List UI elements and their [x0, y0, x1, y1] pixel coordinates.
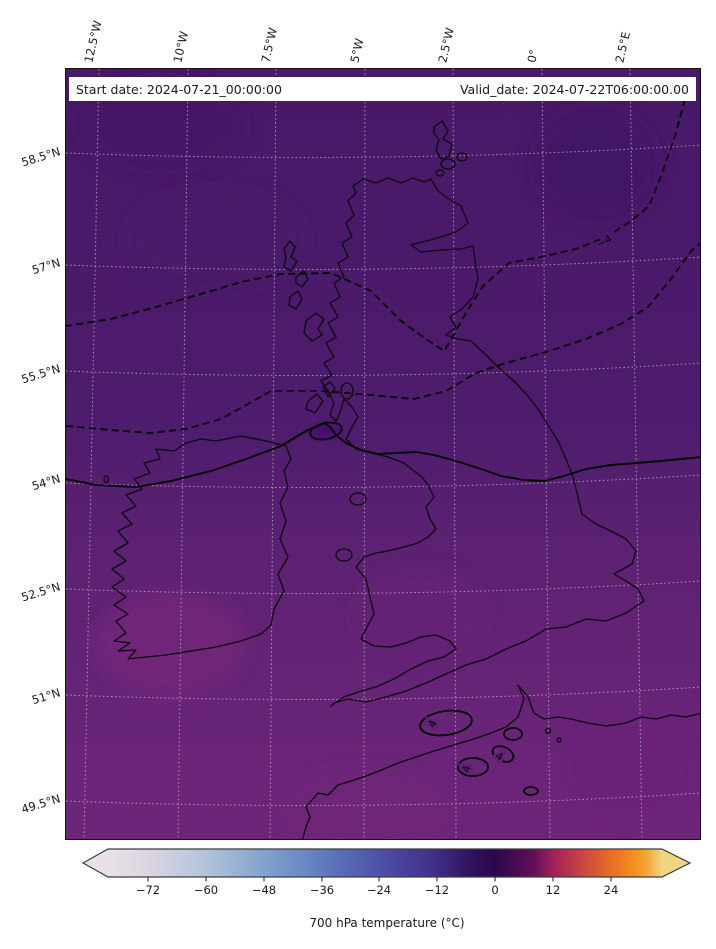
contour-minus4-north [66, 98, 686, 352]
contour-0 [66, 422, 700, 488]
contour-label-0: 0 [103, 474, 110, 486]
contour-4-ring [523, 786, 539, 796]
contour-4-ring [503, 727, 523, 741]
colorbar-tick-label: 0 [491, 883, 499, 897]
contour-label-minus4: −4 [595, 233, 615, 251]
contour-minus4-south [66, 242, 700, 434]
colorbar-gradient-bar [81, 848, 692, 878]
temperature-contours [66, 98, 700, 796]
colorbar-tick-label: −36 [309, 883, 335, 897]
graticule [66, 69, 700, 839]
colorbar-tick-label: 24 [603, 883, 619, 897]
colorbar-tick-label: −60 [193, 883, 219, 897]
start-date-text: Start date: 2024-07-21_00:00:00 [76, 81, 282, 97]
weather-map: 0 −4 4 4 4 Start date: 2024-07-21_00:00:… [65, 68, 701, 840]
contour-4-ring [457, 757, 489, 777]
contour-label-4: 4 [426, 718, 440, 730]
colorbar-tick-marks [147, 877, 612, 882]
colorbar-title: 700 hPa temperature (°C) [309, 916, 465, 930]
coastlines [111, 120, 700, 839]
colorbar-tick-label: −24 [366, 883, 392, 897]
colorbar-tick-label: −12 [424, 883, 450, 897]
map-canvas: 0 −4 4 4 4 [66, 69, 700, 839]
contour-4-ring [491, 745, 515, 763]
map-header-bar: Start date: 2024-07-21_00:00:00 Valid_da… [69, 77, 696, 101]
contour-4-ring [419, 709, 473, 737]
contour-0-pocket [309, 421, 343, 441]
colorbar-tick-label: 12 [545, 883, 561, 897]
valid-date-text: Valid_date: 2024-07-22T06:00:00.00 [459, 81, 689, 97]
colorbar-tick-label: −72 [135, 883, 161, 897]
colorbar [81, 848, 692, 882]
colorbar-tick-label: −48 [251, 883, 277, 897]
temperature-field-patches [76, 79, 696, 839]
